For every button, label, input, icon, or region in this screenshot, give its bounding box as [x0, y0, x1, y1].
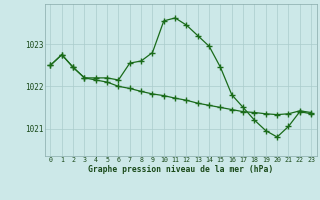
X-axis label: Graphe pression niveau de la mer (hPa): Graphe pression niveau de la mer (hPa)	[88, 165, 273, 174]
